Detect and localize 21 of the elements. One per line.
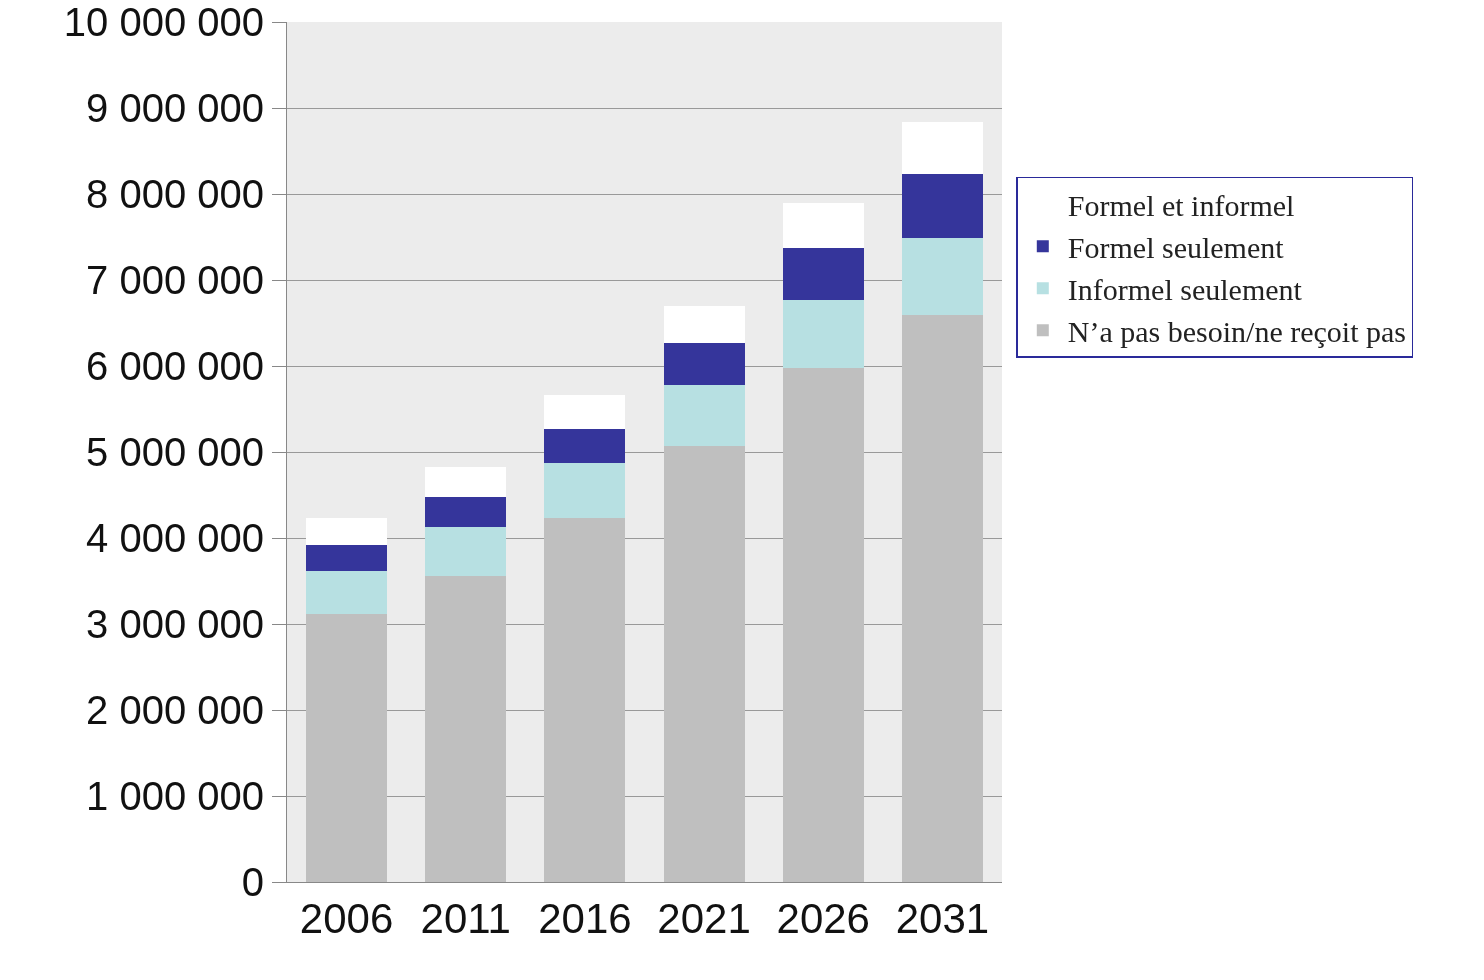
x-tick-label: 2031 xyxy=(895,895,990,943)
y-tick-label: 1 000 000 xyxy=(86,774,264,818)
y-tick-label: 3 000 000 xyxy=(86,602,264,646)
y-tick-label: 4 000 000 xyxy=(86,516,264,560)
x-tick-label: 2026 xyxy=(776,895,870,943)
y-tick-label: 7 000 000 xyxy=(86,258,264,302)
y-tick-label: 8 000 000 xyxy=(86,172,264,216)
text: Formel et informel xyxy=(1067,189,1295,222)
y-tick-label: 6 000 000 xyxy=(86,344,264,388)
legend-label: Formel seulement xyxy=(1067,231,1285,264)
legend-label: N’a pas besoin/ne reçoit pas xyxy=(1067,315,1407,348)
x-tick-label: 2006 xyxy=(299,895,394,943)
x-tick-label: 2021 xyxy=(657,895,751,943)
y-tick-label: 5 000 000 xyxy=(86,430,264,474)
y-tick-label: 2 000 000 xyxy=(86,688,264,732)
y-tick-label: 9 000 000 xyxy=(86,86,264,130)
x-tick-label: 2011 xyxy=(420,895,511,943)
x-tick-label: 2016 xyxy=(538,895,632,943)
legend-label: Informel seulement xyxy=(1067,273,1303,306)
y-tick-label: 10 000 000 xyxy=(63,0,264,44)
y-tick-label: 0 xyxy=(241,860,264,904)
